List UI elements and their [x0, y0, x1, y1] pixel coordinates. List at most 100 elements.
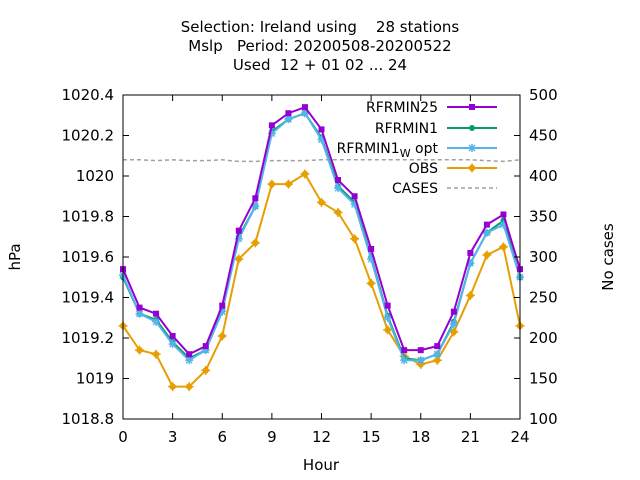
data-point [219, 302, 226, 309]
series-line [123, 159, 521, 163]
data-point [169, 332, 176, 339]
data-point [152, 317, 161, 326]
legend-entry: RFRMIN25 [366, 100, 497, 116]
data-point [136, 304, 143, 311]
legend-entry: CASES [392, 181, 497, 197]
data-point [267, 129, 276, 138]
x-tick-label: 18 [411, 428, 430, 446]
chart-title-line-2: Mslp Period: 20200508-20200522 [188, 37, 451, 55]
data-point [218, 307, 227, 316]
y2-tick-label: 400 [529, 167, 558, 185]
data-point [433, 350, 442, 359]
legend-label-name: CASES [392, 181, 438, 197]
data-point [168, 340, 177, 349]
data-point-cross [300, 169, 310, 179]
data-point [416, 356, 425, 365]
y-tick-label: 1020 [76, 167, 114, 185]
series-5 [123, 159, 521, 163]
data-point-cross [217, 331, 227, 341]
data-point [284, 115, 293, 124]
data-point-cross [250, 238, 260, 248]
y-tick-label: 1019.8 [62, 208, 115, 226]
y-tick-label: 1019.6 [62, 248, 115, 266]
data-point [450, 308, 457, 315]
y2-tick-label: 200 [529, 329, 558, 347]
y2-tick-label: 450 [529, 127, 558, 145]
chart-title-line-1: Selection: Ireland using 28 stations [181, 18, 460, 36]
y-tick-label: 1019.4 [62, 289, 115, 307]
y-tick-label: 1020.4 [62, 86, 115, 104]
data-point-cross [383, 325, 393, 335]
legend-entry: OBS [409, 161, 497, 177]
data-point-cross [366, 278, 376, 288]
legend-entry: RFRMIN1W opt [337, 141, 497, 160]
legend-label-name: RFRMIN1 [375, 121, 438, 137]
y-axis: 1018.8 1019 1019.2 1019.4 1019.6 1019.8 1020 10… [62, 86, 129, 428]
data-point [434, 343, 441, 350]
y2-tick-label: 500 [529, 86, 558, 104]
legend-marker [469, 125, 475, 131]
y-tick-label: 1019 [76, 370, 114, 388]
data-point [467, 249, 474, 256]
series-line [122, 112, 521, 362]
data-point-cross [350, 234, 360, 244]
data-point-cross [333, 207, 343, 217]
data-point [186, 351, 193, 358]
y2-axis-label: No cases [599, 223, 617, 291]
legend-label-name: RFRMIN1 [337, 141, 400, 157]
data-point [483, 221, 490, 228]
data-point-cross [234, 254, 244, 264]
y-tick-label: 1020.2 [62, 127, 115, 145]
data-point-cross [465, 290, 475, 300]
legend-label: RFRMIN1 [375, 121, 438, 137]
legend-label-name: OBS [409, 161, 438, 177]
chart-title-line-3: Used 12 + 01 02 ... 24 [233, 56, 407, 74]
y2-tick-label: 350 [529, 208, 558, 226]
data-point [367, 255, 376, 264]
y-tick-label: 1018.8 [62, 410, 115, 428]
x-tick-label: 24 [510, 428, 529, 446]
data-point [202, 343, 209, 350]
x-axis: 0 3 6 9 12 15 18 21 24 [118, 95, 530, 446]
x-tick-label: 21 [461, 428, 480, 446]
data-point [499, 220, 508, 229]
y2-tick-label: 300 [529, 248, 558, 266]
y2-tick-label: 100 [529, 410, 558, 428]
legend-entry: RFRMIN1 [375, 121, 497, 137]
data-point [153, 310, 160, 317]
data-point [400, 356, 409, 365]
legend-marker [469, 104, 475, 110]
data-point [317, 135, 326, 144]
legend-label-subscript: W [400, 147, 411, 160]
y2-axis: 100 150 200 250 300 350 400 450 500 [514, 86, 558, 428]
data-point-cross [498, 242, 508, 252]
series-line [122, 112, 521, 362]
data-point-cross [184, 382, 194, 392]
data-point [318, 126, 325, 133]
data-point [201, 346, 210, 355]
y-tick-label: 1019.2 [62, 329, 115, 347]
data-point [383, 313, 392, 322]
y2-tick-label: 150 [529, 370, 558, 388]
data-point [300, 109, 309, 118]
data-point [135, 309, 144, 318]
data-point [301, 104, 308, 111]
data-point-cross [151, 349, 161, 359]
data-point-cross [267, 179, 277, 189]
x-tick-label: 6 [217, 428, 227, 446]
legend-label-suffix: opt [411, 141, 439, 157]
data-point-cross [283, 179, 293, 189]
legend-label-name: RFRMIN25 [366, 100, 438, 116]
data-point [368, 245, 375, 252]
data-point [417, 347, 424, 354]
x-tick-label: 9 [267, 428, 277, 446]
data-point [449, 319, 458, 328]
data-point [335, 177, 342, 184]
legend-label: RFRMIN1W opt [337, 141, 439, 160]
data-point-cross [449, 327, 459, 337]
data-point [235, 227, 242, 234]
chart-title: Selection: Ireland using 28 stations Msl… [181, 18, 460, 74]
data-point [384, 302, 391, 309]
